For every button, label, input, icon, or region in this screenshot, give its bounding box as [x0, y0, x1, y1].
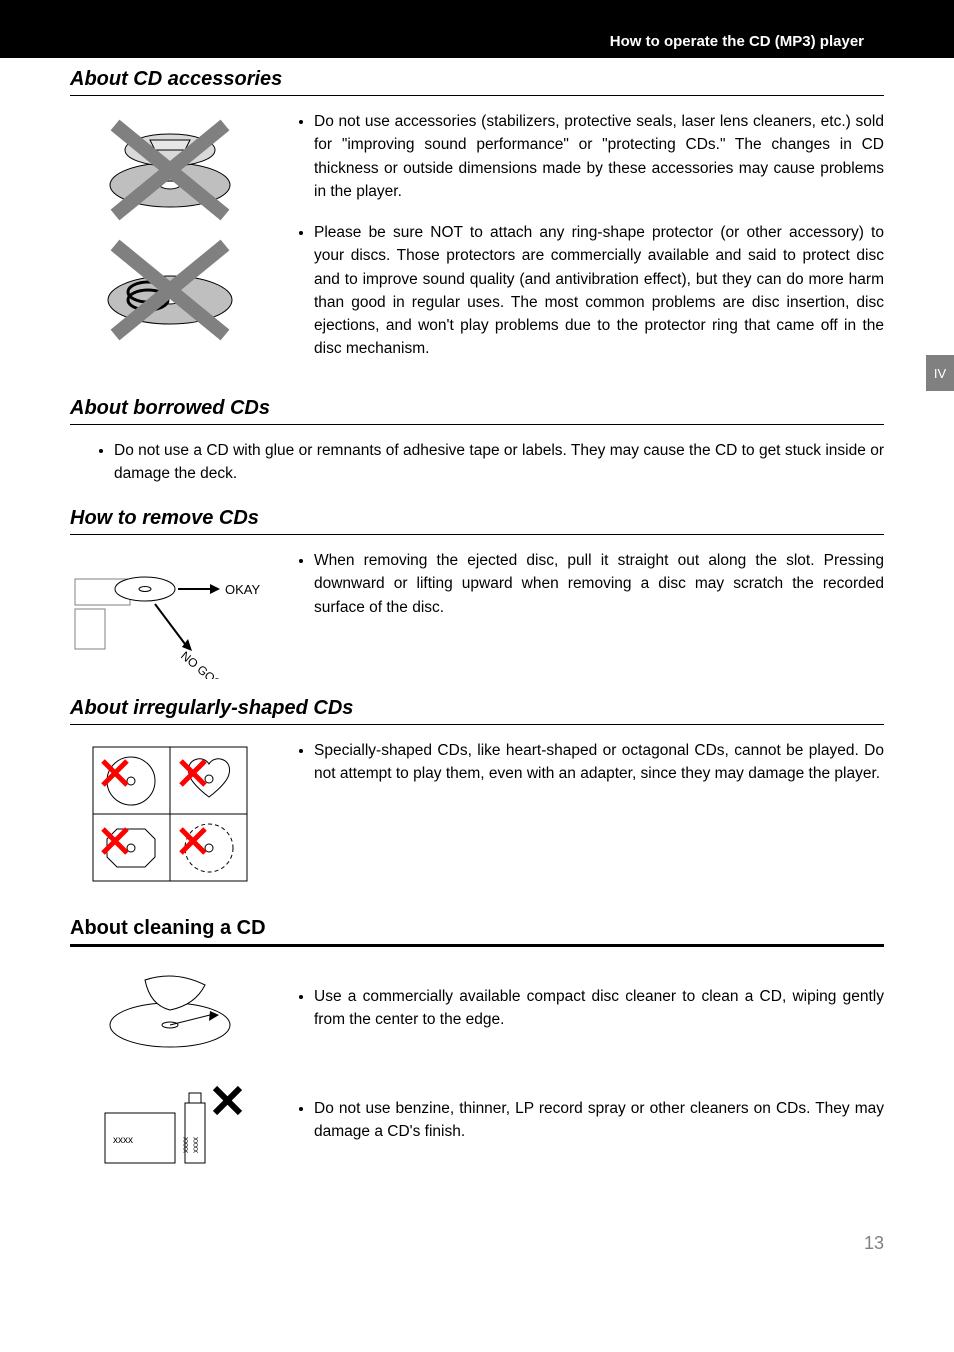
breadcrumb: How to operate the CD (MP3) player — [610, 33, 864, 50]
rule — [70, 534, 884, 535]
rule-thick — [70, 944, 884, 947]
borrowed-bullet-1: Do not use a CD with glue or remnants of… — [114, 439, 884, 486]
rule — [70, 95, 884, 96]
header-bar: How to operate the CD (MP3) player — [0, 0, 954, 58]
okay-label: OKAY — [225, 582, 260, 597]
remove-bullet-1: When removing the ejected disc, pull it … — [314, 549, 884, 619]
spray-label-1: xxxx — [113, 1135, 133, 1146]
irregular-image — [70, 739, 270, 889]
remove-image: OKAY NO GOOD — [70, 549, 270, 679]
rule — [70, 724, 884, 725]
section-title-irregular: About irregularly-shaped CDs — [70, 697, 884, 720]
section-title-cleaning: About cleaning a CD — [70, 917, 884, 940]
cleaning-bullet-1: Use a commercially available compact dis… — [314, 985, 884, 1032]
accessories-bullet-1: Do not use accessories (stabilizers, pro… — [314, 110, 884, 203]
spray-label-2: xxxx — [181, 1137, 190, 1153]
page-number: 13 — [70, 1233, 884, 1254]
cleaning-bullet-2: Do not use benzine, thinner, LP record s… — [314, 1097, 884, 1144]
accessories-images — [70, 110, 270, 350]
irregular-shapes-grid-icon — [85, 739, 255, 889]
cleaning-image-1 — [70, 965, 270, 1065]
disc-ring-protector-cross-icon — [90, 230, 250, 350]
irregular-bullet-1: Specially-shaped CDs, like heart-shaped … — [314, 739, 884, 786]
rule — [70, 424, 884, 425]
section-title-borrowed: About borrowed CDs — [70, 397, 884, 420]
cleaning-image-2: xxxx xxxx xxxx — [70, 1083, 270, 1173]
disc-eject-direction-icon: OKAY NO GOOD — [70, 549, 270, 679]
disc-wipe-icon — [85, 965, 255, 1065]
spray-can-cross-icon: xxxx xxxx xxxx — [85, 1083, 255, 1173]
nogood-label: NO GOOD — [178, 649, 232, 679]
section-title-remove: How to remove CDs — [70, 507, 884, 530]
spray-label-3: xxxx — [191, 1137, 200, 1153]
accessories-row: Do not use accessories (stabilizers, pro… — [70, 110, 884, 379]
side-tab: IV — [926, 355, 954, 391]
accessories-bullet-2: Please be sure NOT to attach any ring-sh… — [314, 221, 884, 361]
disc-stabilizer-cross-icon — [90, 110, 250, 230]
section-title-accessories: About CD accessories — [70, 68, 884, 91]
